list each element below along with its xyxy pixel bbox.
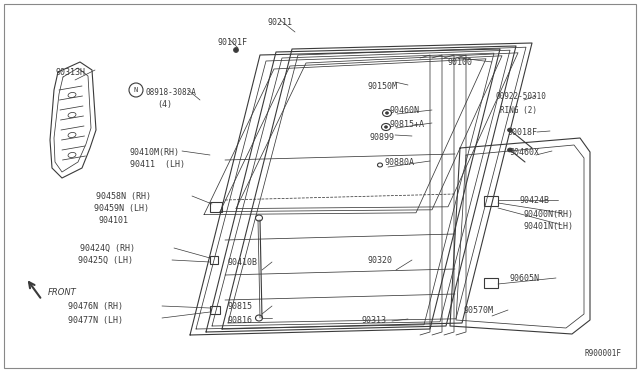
Text: FRONT: FRONT (48, 288, 77, 297)
Text: 90476N (RH): 90476N (RH) (68, 302, 123, 311)
Text: 90899: 90899 (370, 133, 395, 142)
Text: 90816: 90816 (228, 316, 253, 325)
Ellipse shape (68, 92, 76, 97)
Text: 90410M(RH): 90410M(RH) (130, 148, 180, 157)
Ellipse shape (68, 132, 76, 138)
FancyBboxPatch shape (484, 196, 498, 206)
Text: 90460X: 90460X (510, 148, 540, 157)
Text: 90150M: 90150M (368, 82, 398, 91)
Text: 90458N (RH): 90458N (RH) (96, 192, 151, 201)
Text: (4): (4) (157, 100, 172, 109)
FancyBboxPatch shape (210, 202, 222, 212)
Text: 90605N: 90605N (510, 274, 540, 283)
Text: 90101F: 90101F (218, 38, 248, 47)
Text: 08918-3082A: 08918-3082A (145, 88, 196, 97)
Text: 90880A: 90880A (385, 158, 415, 167)
Ellipse shape (383, 109, 392, 116)
Text: N: N (134, 87, 138, 93)
Text: 90815+A: 90815+A (390, 120, 425, 129)
Ellipse shape (378, 163, 383, 167)
Text: 90815: 90815 (228, 302, 253, 311)
Ellipse shape (255, 315, 262, 321)
Text: 90018F: 90018F (508, 128, 538, 137)
Text: R900001F: R900001F (585, 349, 622, 358)
Ellipse shape (381, 124, 390, 131)
Ellipse shape (508, 128, 513, 132)
Text: 90410B: 90410B (228, 258, 258, 267)
Text: 90313: 90313 (362, 316, 387, 325)
Text: 90313H: 90313H (55, 68, 85, 77)
Text: 00922-50310: 00922-50310 (496, 92, 547, 101)
Ellipse shape (255, 215, 262, 221)
Text: 90100: 90100 (448, 58, 473, 67)
Text: RING (2): RING (2) (500, 106, 537, 115)
Ellipse shape (385, 126, 387, 128)
Text: 90570M: 90570M (464, 306, 494, 315)
Text: 90401N(LH): 90401N(LH) (524, 222, 574, 231)
Text: 90460N: 90460N (390, 106, 420, 115)
Text: 90459N (LH): 90459N (LH) (94, 204, 149, 213)
Ellipse shape (234, 48, 239, 52)
Text: 90425Q (LH): 90425Q (LH) (78, 256, 133, 265)
Ellipse shape (508, 148, 513, 152)
Ellipse shape (68, 153, 76, 158)
Text: 90400N(RH): 90400N(RH) (524, 210, 574, 219)
Text: 904101: 904101 (98, 216, 128, 225)
Ellipse shape (385, 112, 388, 114)
Ellipse shape (68, 112, 76, 118)
FancyBboxPatch shape (210, 256, 218, 264)
Text: 90424B: 90424B (520, 196, 550, 205)
Text: 90211: 90211 (268, 18, 293, 27)
FancyBboxPatch shape (484, 278, 498, 288)
FancyBboxPatch shape (210, 306, 220, 314)
Text: 90477N (LH): 90477N (LH) (68, 316, 123, 325)
Text: 90320: 90320 (368, 256, 393, 265)
Text: 90424Q (RH): 90424Q (RH) (80, 244, 135, 253)
Text: 90411  (LH): 90411 (LH) (130, 160, 185, 169)
